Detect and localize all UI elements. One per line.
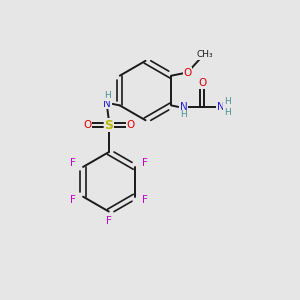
Text: H: H <box>180 110 187 119</box>
Text: F: F <box>70 158 76 168</box>
Text: O: O <box>126 120 134 130</box>
Text: F: F <box>142 158 148 168</box>
Text: S: S <box>104 119 113 132</box>
Text: F: F <box>70 195 76 205</box>
Text: N: N <box>180 102 188 112</box>
Text: F: F <box>142 195 148 205</box>
Text: N: N <box>103 99 111 109</box>
Text: H: H <box>224 108 230 117</box>
Text: F: F <box>106 216 112 226</box>
Text: H: H <box>224 97 230 106</box>
Text: O: O <box>83 120 92 130</box>
Text: H: H <box>104 92 111 100</box>
Text: O: O <box>184 68 192 78</box>
Text: CH₃: CH₃ <box>196 50 213 59</box>
Text: O: O <box>198 78 206 88</box>
Text: N: N <box>217 102 224 112</box>
